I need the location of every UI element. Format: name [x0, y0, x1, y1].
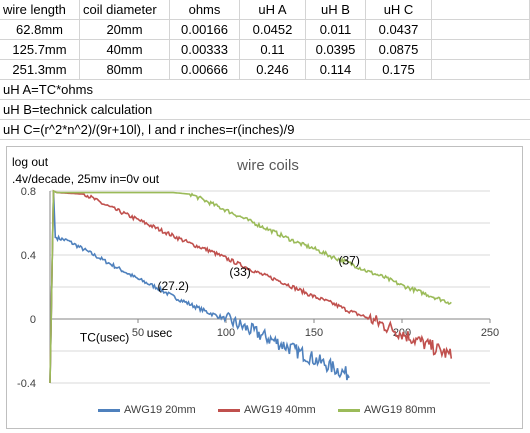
header-uh-b[interactable]: uH B [306, 0, 366, 20]
line-chart: log out .4v/decade, 25mv in=0v out wire … [12, 155, 499, 390]
table-cell[interactable]: 0.0875 [366, 40, 432, 60]
table-cell[interactable]: 0.00666 [170, 60, 240, 80]
empty-cell[interactable] [432, 40, 530, 60]
x-tick-label: 50 [132, 327, 144, 339]
empty-cell[interactable] [432, 0, 530, 20]
note-uh-b[interactable]: uH B=technick calculation [3, 102, 153, 117]
note-row[interactable] [0, 120, 530, 140]
x-tick-label: 100 [217, 327, 235, 339]
note-uh-a[interactable]: uH A=TC*ohms [3, 82, 93, 97]
x-axis-title-usec: usec [147, 326, 172, 340]
table-cell[interactable]: 0.246 [240, 60, 306, 80]
table-cell[interactable]: 0.11 [240, 40, 306, 60]
y-tick-label: 0.8 [21, 186, 36, 198]
table-cell[interactable]: 251.3mm [0, 60, 80, 80]
series-label-2: (33) [229, 265, 250, 279]
y-tick-label: 0.4 [21, 250, 36, 262]
chart-annotation-scale: .4v/decade, 25mv in=0v out [12, 172, 160, 186]
series-label-1: (27.2) [158, 279, 189, 293]
series-line-3 [49, 189, 452, 384]
table-cell[interactable]: 62.8mm [0, 20, 80, 40]
note-uh-c[interactable]: uH C=(r^2*n^2)/(9r+10l), l and r inches=… [3, 122, 295, 137]
legend-swatch [98, 408, 120, 412]
header-ohms[interactable]: ohms [170, 0, 240, 20]
table-cell[interactable]: 0.0395 [306, 40, 366, 60]
empty-cell[interactable] [432, 60, 530, 80]
header-wire-length[interactable]: wire length [0, 0, 80, 20]
series-line-2 [49, 189, 453, 384]
legend-label: AWG19 20mm [124, 404, 196, 416]
header-coil-diameter[interactable]: coil diameter [80, 0, 170, 20]
y-tick-label: -0.4 [17, 378, 36, 390]
chart-title: wire coils [236, 157, 299, 174]
legend-swatch [218, 408, 240, 412]
legend-label: AWG19 80mm [364, 404, 436, 416]
legend-label: AWG19 40mm [244, 404, 316, 416]
series-line-1 [49, 190, 350, 384]
table-cell[interactable]: 0.00166 [170, 20, 240, 40]
legend-swatch [338, 408, 360, 412]
table-cell[interactable]: 0.0437 [366, 20, 432, 40]
table-cell[interactable]: 20mm [80, 20, 170, 40]
note-row[interactable] [0, 80, 530, 100]
table-cell[interactable]: 0.114 [306, 60, 366, 80]
legend-item-awg19-80mm: AWG19 80mm [338, 402, 436, 418]
x-axis-title-tc: TC(usec) [80, 330, 129, 344]
table-cell[interactable]: 40mm [80, 40, 170, 60]
table-cell[interactable]: 80mm [80, 60, 170, 80]
table-cell[interactable]: 0.011 [306, 20, 366, 40]
table-cell[interactable]: 0.0452 [240, 20, 306, 40]
note-row[interactable] [0, 100, 530, 120]
x-tick-label: 250 [481, 327, 499, 339]
y-tick-label: 0 [30, 314, 36, 326]
table-cell[interactable]: 0.00333 [170, 40, 240, 60]
x-tick-label: 150 [305, 327, 323, 339]
legend-item-awg19-40mm: AWG19 40mm [218, 402, 316, 418]
header-uh-c[interactable]: uH C [366, 0, 432, 20]
legend-item-awg19-20mm: AWG19 20mm [98, 402, 196, 418]
table-cell[interactable]: 125.7mm [0, 40, 80, 60]
header-uh-a[interactable]: uH A [240, 0, 306, 20]
table-cell[interactable]: 0.175 [366, 60, 432, 80]
empty-cell[interactable] [432, 20, 530, 40]
chart-annotation-log-out: log out [12, 155, 49, 169]
series-label-3: (37) [339, 254, 360, 268]
